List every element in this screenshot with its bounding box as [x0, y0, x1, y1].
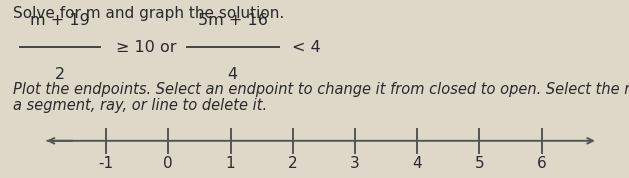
- Text: Plot the endpoints. Select an endpoint to change it from closed to open. Select : Plot the endpoints. Select an endpoint t…: [13, 82, 629, 97]
- Text: 6: 6: [537, 156, 547, 171]
- Text: a segment, ray, or line to delete it.: a segment, ray, or line to delete it.: [13, 98, 267, 113]
- Text: < 4: < 4: [292, 40, 321, 54]
- Text: Solve for m and graph the solution.: Solve for m and graph the solution.: [13, 6, 284, 21]
- Text: 1: 1: [226, 156, 235, 171]
- Text: -1: -1: [99, 156, 114, 171]
- Text: 5: 5: [475, 156, 484, 171]
- Text: 0: 0: [164, 156, 173, 171]
- Text: 4: 4: [413, 156, 422, 171]
- Text: 5m + 16: 5m + 16: [198, 13, 268, 28]
- Text: 3: 3: [350, 156, 360, 171]
- Text: 2: 2: [288, 156, 298, 171]
- Text: 4: 4: [228, 67, 238, 82]
- Text: m + 19: m + 19: [30, 13, 89, 28]
- Text: 2: 2: [55, 67, 65, 82]
- Text: ≥ 10 or: ≥ 10 or: [116, 40, 177, 54]
